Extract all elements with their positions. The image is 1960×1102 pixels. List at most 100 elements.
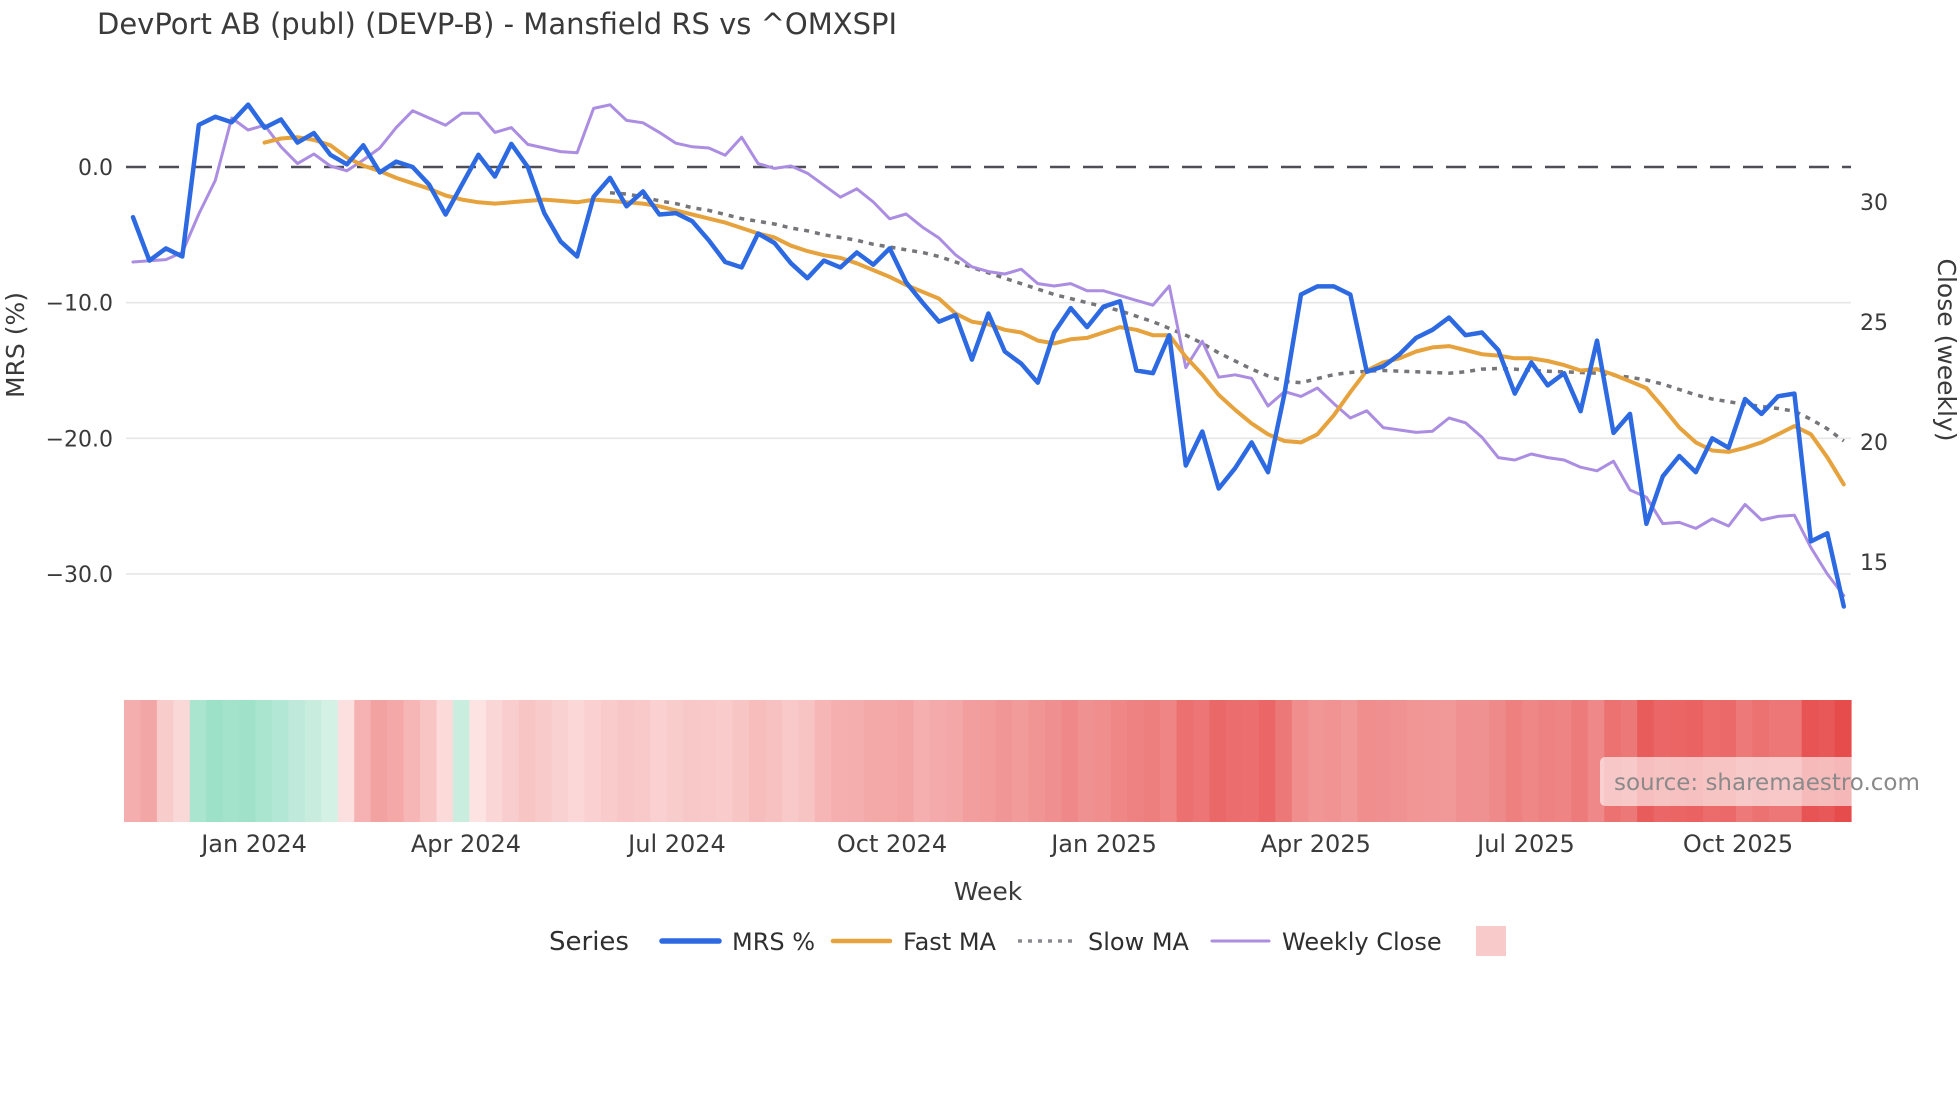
heatmap-cell [288, 700, 306, 822]
heatmap-cell [749, 700, 767, 822]
heatmap-cell [1275, 700, 1293, 822]
legend-item-label: MRS % [732, 928, 815, 956]
heatmap-cell [913, 700, 931, 822]
left-tick-label: 0.0 [78, 156, 113, 181]
heatmap-cell [173, 700, 191, 822]
heatmap-cell [683, 700, 701, 822]
heatmap-cell [436, 700, 454, 822]
heatmap-cell [995, 700, 1013, 822]
heatmap-cell [1571, 700, 1589, 822]
heatmap-cell [1077, 700, 1096, 822]
heatmap-cell [452, 700, 470, 822]
heatmap-cell [979, 700, 997, 822]
heatmap-cell [765, 700, 783, 822]
heatmap-cell [272, 700, 290, 822]
heatmap-cell [633, 700, 651, 822]
heatmap-cell [831, 700, 849, 822]
heatmap-cell [1390, 700, 1408, 822]
legend-item-label: Slow MA [1088, 928, 1190, 956]
heatmap-cell [140, 700, 158, 822]
heatmap-cell [420, 700, 438, 822]
heatmap-cell [518, 700, 536, 822]
heatmap-cell [403, 700, 421, 822]
x-tick-label: Apr 2024 [411, 830, 521, 858]
series-line-fast-ma [262, 135, 1846, 487]
x-tick-label: Jan 2024 [199, 830, 307, 858]
heatmap-cell [699, 700, 717, 822]
heatmap-cell [239, 700, 257, 822]
heatmap-cell [1209, 700, 1227, 822]
heatmap-cell [732, 700, 750, 822]
heatmap-cell [650, 700, 668, 822]
heatmap-cell [255, 700, 273, 822]
heatmap-cell [1456, 700, 1474, 822]
heatmap-cell [1160, 700, 1178, 822]
right-tick-label: 30 [1860, 191, 1888, 216]
heatmap-cell [1308, 700, 1326, 822]
left-axis-title: MRS (%) [1, 292, 30, 398]
heatmap-cell [568, 700, 586, 822]
heatmap-cell [1538, 700, 1556, 822]
heatmap-cell [354, 700, 372, 822]
heatmap-cell [370, 700, 388, 822]
heatmap-cell [929, 700, 947, 822]
x-tick-label: Oct 2025 [1683, 830, 1793, 858]
right-tick-label: 15 [1860, 551, 1888, 576]
heatmap-cell [156, 700, 174, 822]
heatmap-cell [304, 700, 322, 822]
heatmap-cell [1061, 700, 1079, 822]
heatmap-cell [962, 700, 980, 822]
heatmap-cell [1554, 700, 1572, 822]
right-axis-title: Close (weekly) [1932, 259, 1960, 442]
left-tick-label: −30.0 [46, 563, 113, 588]
heatmap-cell [1110, 700, 1128, 822]
heatmap-cell [798, 700, 816, 822]
heatmap-cell [124, 700, 142, 822]
heatmap-cell [1094, 700, 1112, 822]
heatmap-cell [1357, 700, 1375, 822]
heatmap-cell [337, 700, 355, 822]
source-note: source: sharemaestro.com [1600, 757, 1942, 806]
heatmap-cell [1012, 700, 1030, 822]
legend: Series MRS % Fast MA Slow MA Weekly Close [549, 926, 1506, 957]
heatmap-strip [124, 700, 1852, 822]
heatmap-cell [222, 700, 240, 822]
heatmap-cell [206, 700, 224, 822]
heatmap-cell [1406, 700, 1424, 822]
heatmap-cell [502, 700, 520, 822]
gridlines [126, 165, 1851, 575]
axis-tick-labels: 0.0 −10.0 −20.0 −30.0 30 25 20 15 Jan 2024 Apr 20… [46, 156, 1888, 858]
heatmap-cell [1472, 700, 1490, 822]
heatmap-cell [1242, 700, 1260, 822]
series-lines [130, 102, 1847, 609]
series-line-mrs [130, 102, 1847, 609]
heatmap-cell [946, 700, 964, 822]
heatmap-cell [814, 700, 832, 822]
heatmap-cell [847, 700, 865, 822]
heatmap-cell [485, 700, 503, 822]
heatmap-cell [1127, 700, 1145, 822]
legend-swatch-heatmap [1476, 926, 1506, 956]
heatmap-cell [1045, 700, 1063, 822]
heatmap-cell [1374, 700, 1392, 822]
heatmap-cell [781, 700, 799, 822]
x-tick-label: Jul 2025 [1475, 830, 1575, 858]
heatmap-cell [666, 700, 684, 822]
left-tick-label: −20.0 [46, 427, 113, 452]
heatmap-cell [1324, 700, 1342, 822]
heatmap-cell [1341, 700, 1359, 822]
source-note-background [1600, 757, 1942, 806]
heatmap-cell [1028, 700, 1046, 822]
right-tick-label: 20 [1860, 431, 1888, 456]
legend-items: MRS % Fast MA Slow MA Weekly Close [659, 926, 1506, 956]
heatmap-cell [880, 700, 898, 822]
heatmap-cell [1505, 700, 1523, 822]
x-tick-label: Jul 2024 [626, 830, 726, 858]
heatmap-cell [600, 700, 619, 822]
x-axis-title: Week [954, 877, 1023, 906]
heatmap-cell [1423, 700, 1441, 822]
heatmap-cell [1291, 700, 1309, 822]
heatmap-cell [1176, 700, 1194, 822]
heatmap-cell [1522, 700, 1540, 822]
heatmap-cell [551, 700, 569, 822]
